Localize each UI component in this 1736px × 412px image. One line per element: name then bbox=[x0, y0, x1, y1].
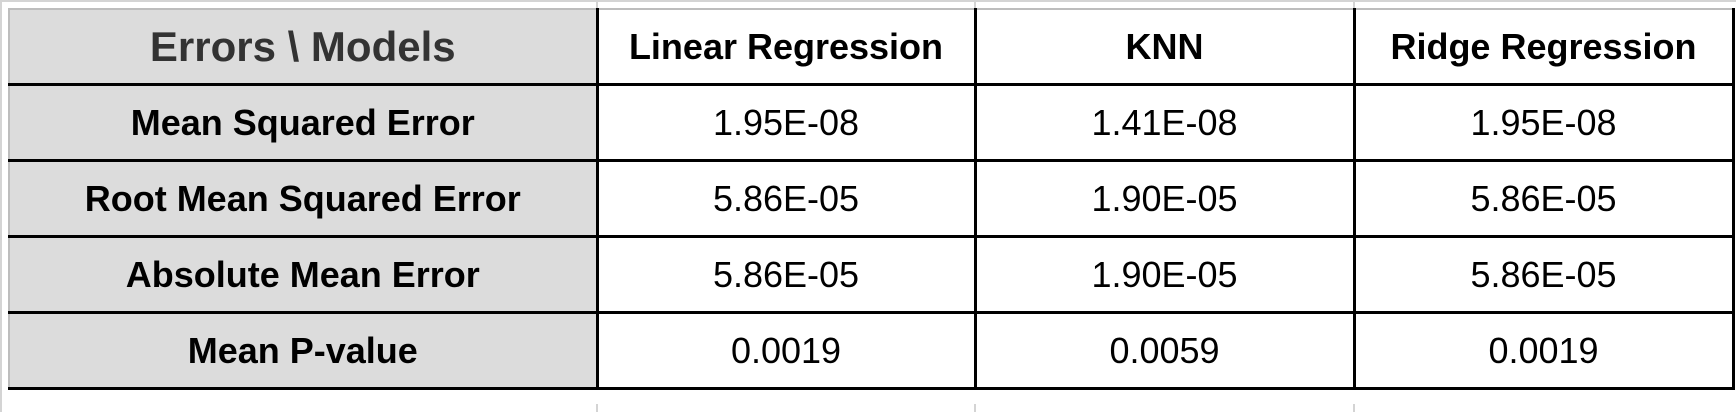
table-cell[interactable]: 1.95E-08 bbox=[1352, 83, 1735, 162]
errors-by-model-table: Errors \ Models Linear Regression KNN Ri… bbox=[8, 8, 1735, 390]
corner-header-cell[interactable]: Errors \ Models bbox=[8, 8, 599, 86]
row-header-absolute-mean-error[interactable]: Absolute Mean Error bbox=[8, 235, 599, 314]
table-cell[interactable]: 5.86E-05 bbox=[1352, 235, 1735, 314]
table-cell[interactable]: 1.90E-05 bbox=[973, 159, 1356, 238]
column-header-knn[interactable]: KNN bbox=[973, 8, 1356, 86]
row-header-root-mean-squared-error[interactable]: Root Mean Squared Error bbox=[8, 159, 599, 238]
table-row: Root Mean Squared Error 5.86E-05 1.90E-0… bbox=[8, 159, 1735, 238]
table-cell[interactable]: 5.86E-05 bbox=[1352, 159, 1735, 238]
table-cell[interactable]: 0.0059 bbox=[973, 311, 1356, 390]
row-header-mean-p-value[interactable]: Mean P-value bbox=[8, 311, 599, 390]
table-cell[interactable]: 5.86E-05 bbox=[595, 159, 977, 238]
table-row: Absolute Mean Error 5.86E-05 1.90E-05 5.… bbox=[8, 235, 1735, 314]
table-cell[interactable]: 1.90E-05 bbox=[973, 235, 1356, 314]
header-row: Errors \ Models Linear Regression KNN Ri… bbox=[8, 8, 1735, 86]
row-header-mean-squared-error[interactable]: Mean Squared Error bbox=[8, 83, 599, 162]
table-cell[interactable]: 0.0019 bbox=[1352, 311, 1735, 390]
table-cell[interactable]: 5.86E-05 bbox=[595, 235, 977, 314]
table-row: Mean Squared Error 1.95E-08 1.41E-08 1.9… bbox=[8, 83, 1735, 162]
table-cell[interactable]: 0.0019 bbox=[595, 311, 977, 390]
table-cell[interactable]: 1.95E-08 bbox=[595, 83, 977, 162]
table-row: Mean P-value 0.0019 0.0059 0.0019 bbox=[8, 311, 1735, 390]
table-cell[interactable]: 1.41E-08 bbox=[973, 83, 1356, 162]
column-header-linear-regression[interactable]: Linear Regression bbox=[595, 8, 977, 86]
column-header-ridge-regression[interactable]: Ridge Regression bbox=[1352, 8, 1735, 86]
